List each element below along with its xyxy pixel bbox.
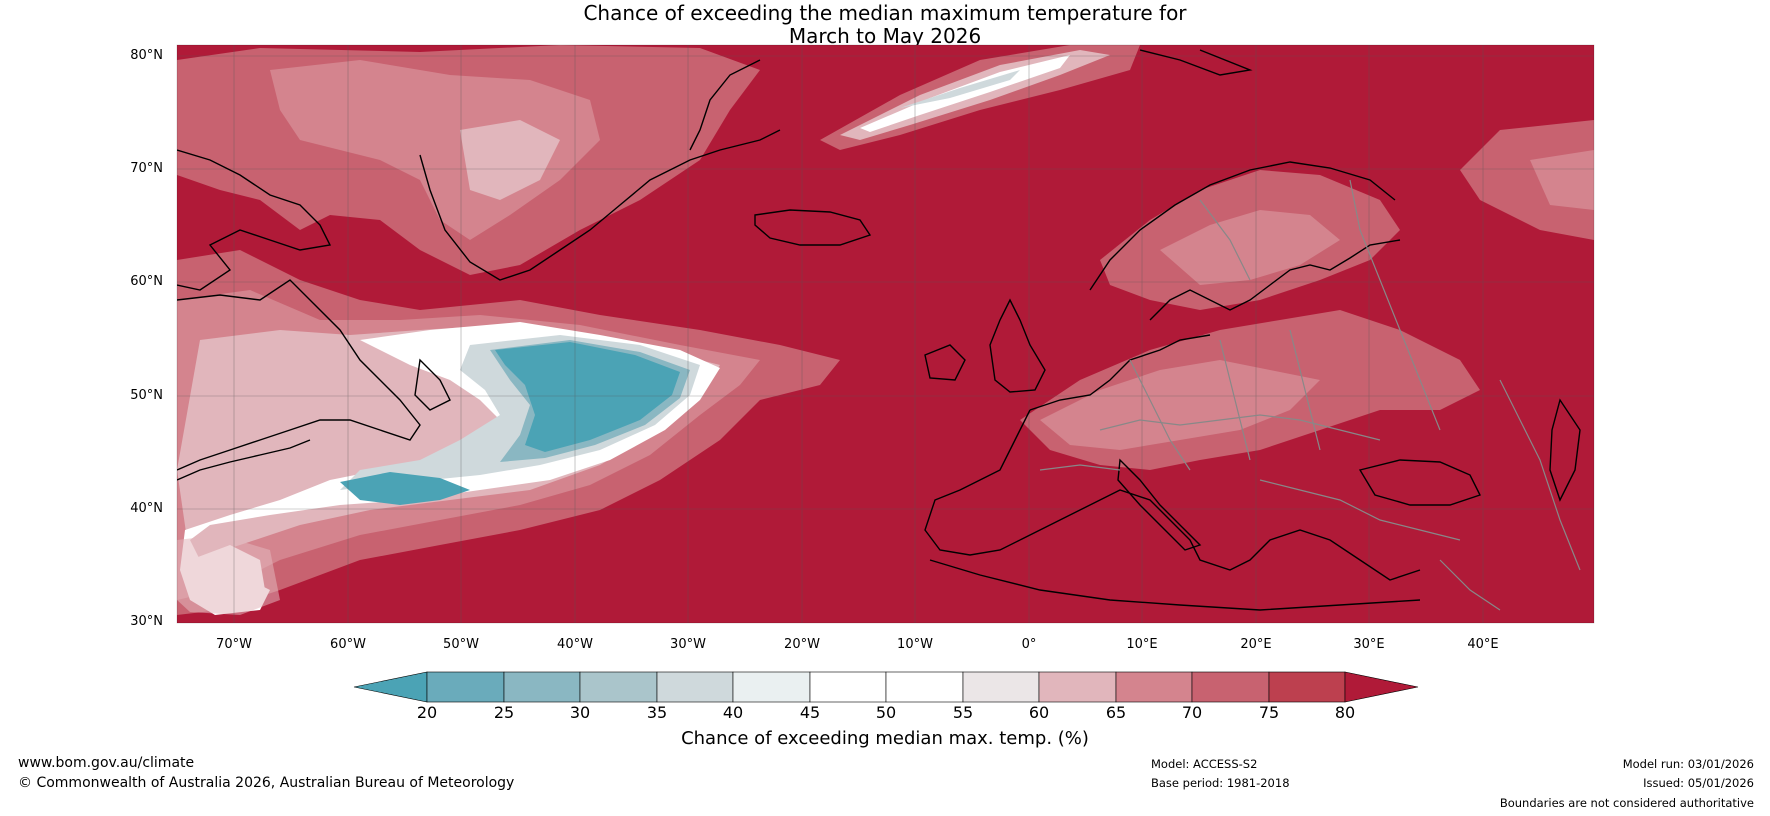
coast-greenland [419,59,781,281]
colorbar-tick-45: 45 [799,703,821,722]
footer-base-period: Base period: 1981-2018 [1151,776,1290,790]
lat-label-30n: 30°N [130,614,163,629]
coastlines [177,49,1581,611]
colorbar-bin-50-55 [885,671,964,703]
coast-mediterranean [929,489,1421,611]
colorbar-bin-35-40 [656,671,734,703]
coast-europe-west [924,334,1211,556]
colorbar-tick-25: 25 [493,703,515,722]
footer-copyright: © Commonwealth of Australia 2026, Austra… [18,775,515,791]
contour-east-russia-2 [1530,150,1594,210]
coast-iceland [754,209,872,246]
coast-scandinavia [1089,161,1401,321]
colorbar-tick-80: 80 [1334,703,1356,722]
coast-italy [1117,458,1202,551]
colorbar-extend-low [353,671,428,703]
coast-ireland [924,344,966,381]
colorbar-tick-75: 75 [1258,703,1280,722]
colorbar-bin-40-45 [732,671,811,703]
coast-uk [989,298,1046,393]
colorbar-extend-high [1344,671,1419,703]
colorbar-tick-40: 40 [722,703,744,722]
coast-us-east [177,439,311,481]
lon-label-30w: 30°W [670,637,706,652]
coast-svalbard [1139,49,1253,76]
colorbar-bin-75-80 [1268,671,1346,703]
lat-label-40n: 40°N [130,501,163,516]
colorbar-tick-30: 30 [569,703,591,722]
coast-black-sea [1358,459,1481,506]
lon-label-60w: 60°W [330,637,366,652]
footer-url[interactable]: www.bom.gov.au/climate [18,755,195,771]
footer-issued: Issued: 05/01/2026 [1643,776,1754,790]
colorbar-tick-70: 70 [1181,703,1203,722]
contour-atlantic-20 [495,342,680,452]
lat-label-50n: 50°N [130,388,163,403]
colorbar-tick-65: 65 [1105,703,1127,722]
footer-model: Model: ACCESS-S2 [1151,757,1258,771]
country-borders [1039,179,1581,611]
colorbar-tick-20: 20 [416,703,438,722]
colorbar-bin-25-30 [503,671,581,703]
footer-model-run: Model run: 03/01/2026 [1622,757,1754,771]
colorbar-bin-55-60 [962,671,1040,703]
contour-scandinavia-65 [1160,210,1340,285]
colorbar-bin-20-25 [426,671,505,703]
lat-label-60n: 60°N [130,274,163,289]
coast-baffin [177,149,332,291]
colorbar-label: Chance of exceeding median max. temp. (%… [681,728,1089,749]
lon-label-50w: 50°W [443,637,479,652]
colorbar-bin-30-35 [579,671,658,703]
footer-disclaimer: Boundaries are not considered authoritat… [1499,796,1754,810]
coast-labrador [177,279,421,471]
contour-greenland-60 [460,120,560,200]
lon-label-10e: 10°E [1126,637,1158,652]
title-line-2: March to May 2026 [788,24,982,48]
contour-atlantic-20-south [340,472,470,505]
lon-label-70w: 70°W [216,637,252,652]
lat-label-70n: 70°N [130,161,163,176]
colorbar-tick-55: 55 [952,703,974,722]
colorbar-bin-45-50 [809,671,887,703]
colorbar-tick-35: 35 [646,703,668,722]
lon-label-10w: 10°W [897,637,933,652]
colorbar-bin-70-75 [1191,671,1270,703]
lon-label-30e: 30°E [1353,637,1385,652]
contour-svalbard-40 [900,70,1020,108]
lon-label-40w: 40°W [557,637,593,652]
colorbar-bin-65-70 [1115,671,1193,703]
colorbar-tick-50: 50 [875,703,897,722]
colorbar-tick-60: 60 [1028,703,1050,722]
colorbar-bin-60-65 [1038,671,1117,703]
lon-label-0: 0° [1021,637,1037,652]
coast-caspian [1549,398,1581,502]
lat-label-80n: 80°N [130,48,163,63]
contour-greenland-65 [270,60,600,240]
lon-label-20e: 20°E [1240,637,1272,652]
contour-east-russia [1460,120,1594,240]
coast-newfoundland [414,358,451,411]
lon-label-20w: 20°W [784,637,820,652]
map-title: Chance of exceeding the median maximum t… [0,2,1770,48]
contour-bermuda-60 [177,535,280,615]
lon-label-40e: 40°E [1467,637,1499,652]
title-line-1: Chance of exceeding the median maximum t… [583,1,1187,25]
